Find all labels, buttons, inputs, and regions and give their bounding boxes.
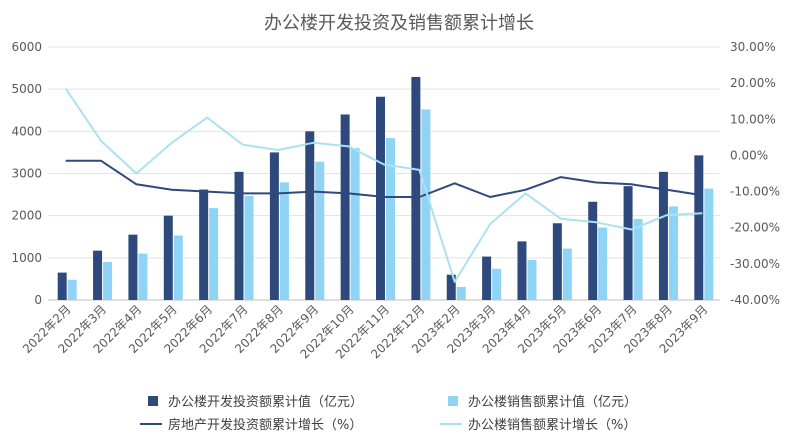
bar — [552, 223, 562, 300]
legend: 办公楼开发投资额累计值（亿元） 办公楼销售额累计值（亿元） 房地产开发投资额累计增长… — [140, 394, 637, 433]
bar — [93, 250, 103, 300]
bar — [279, 182, 289, 300]
bar — [704, 188, 714, 300]
left-tick-label: 6000 — [11, 40, 42, 54]
legend-swatch — [448, 396, 458, 406]
legend-label: 办公楼销售额累计增长（%） — [468, 417, 636, 433]
right-tick-label: -40.00% — [730, 293, 780, 307]
bar — [694, 155, 704, 300]
series-line — [65, 159, 703, 198]
left-tick-label: 0 — [34, 293, 42, 307]
bar — [57, 272, 67, 300]
bar — [623, 186, 633, 300]
bar — [411, 76, 421, 301]
right-tick-label: -10.00% — [730, 185, 780, 199]
bar — [173, 235, 183, 300]
legend-label: 房地产开发投资额累计增长（%） — [168, 417, 362, 433]
bar — [421, 109, 431, 300]
right-tick-label: 0.00% — [730, 148, 768, 162]
bar-series — [57, 76, 714, 301]
bar — [163, 215, 173, 300]
x-axis-ticks: 2022年2月2022年3月2022年4月2022年5月2022年6月2022年… — [20, 302, 711, 361]
left-axis-ticks: 0 1000 2000 3000 4000 5000 6000 — [11, 40, 42, 307]
series-line — [64, 88, 703, 283]
right-tick-label: 10.00% — [730, 112, 776, 126]
right-tick-label: 30.00% — [730, 40, 776, 54]
bar — [138, 253, 148, 300]
chart-title: 办公楼开发投资及销售额累计增长 — [264, 13, 534, 34]
left-tick-label: 1000 — [11, 251, 42, 265]
bar — [658, 171, 668, 300]
bar — [315, 161, 325, 300]
bar — [376, 96, 385, 300]
right-tick-label: -30.00% — [730, 257, 780, 271]
bar — [668, 206, 678, 300]
bar — [482, 256, 492, 300]
bar — [199, 189, 209, 300]
left-tick-label: 4000 — [11, 124, 42, 138]
bar — [340, 114, 350, 300]
left-tick-label: 5000 — [11, 82, 42, 96]
bar — [103, 262, 113, 300]
bar — [128, 234, 138, 300]
line-series — [64, 88, 703, 283]
bar — [446, 274, 456, 300]
bar — [633, 219, 643, 300]
bar — [269, 152, 279, 300]
bar — [244, 195, 254, 300]
bar — [350, 148, 360, 300]
right-axis-ticks: -40.00% -30.00% -20.00% -10.00% 0.00% 10.00% 2… — [730, 40, 780, 307]
bar — [209, 208, 219, 300]
bar — [67, 279, 77, 300]
bar — [588, 201, 598, 300]
bar — [492, 268, 502, 300]
legend-label: 办公楼销售额累计值（亿元） — [468, 394, 637, 410]
bar — [386, 138, 395, 300]
bar — [305, 131, 315, 300]
bar — [456, 286, 466, 300]
bar — [234, 171, 244, 300]
right-tick-label: -20.00% — [730, 221, 780, 235]
left-tick-label: 3000 — [11, 167, 42, 181]
right-tick-label: 20.00% — [730, 76, 776, 90]
bar — [598, 227, 608, 300]
legend-swatch — [148, 396, 158, 406]
left-tick-label: 2000 — [11, 209, 42, 223]
legend-label: 办公楼开发投资额累计值（亿元） — [168, 394, 363, 410]
bar — [562, 248, 572, 300]
bar — [517, 241, 527, 300]
bar — [527, 259, 537, 300]
